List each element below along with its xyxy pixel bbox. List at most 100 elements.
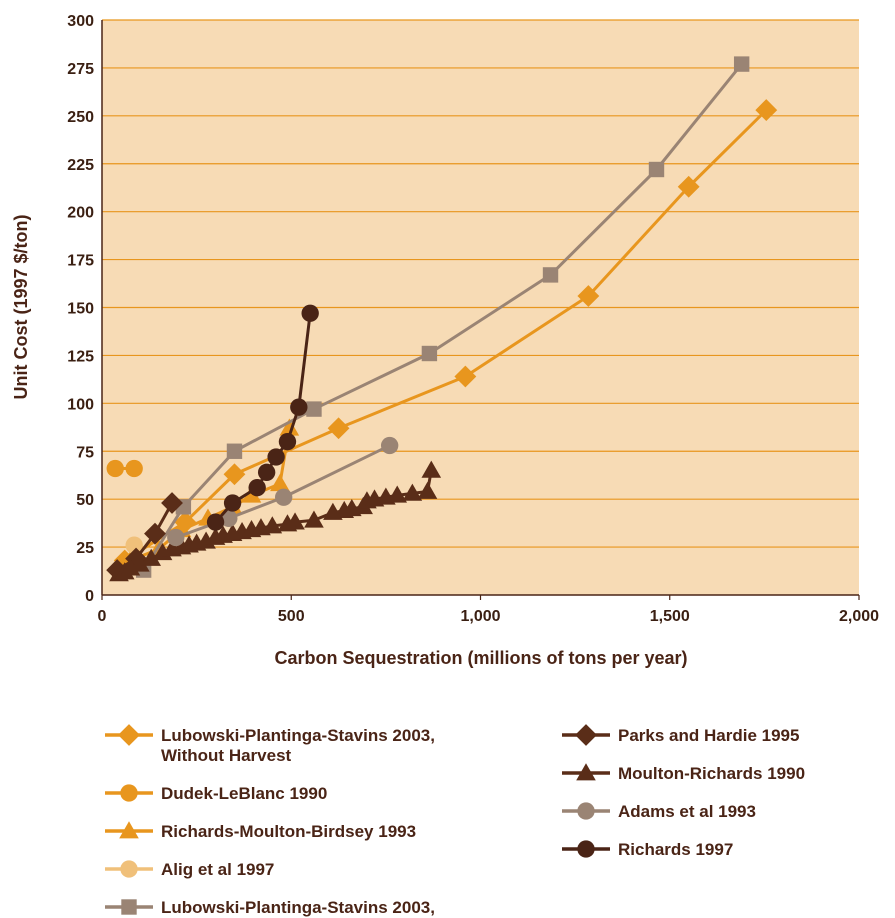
series-8 <box>206 304 319 531</box>
legend-item: Richards-Moulton-Birdsey 1993 <box>105 821 416 841</box>
data-point <box>141 548 162 566</box>
series-1 <box>106 459 143 478</box>
x-tick-label: 1,000 <box>460 608 500 625</box>
data-point <box>130 554 150 572</box>
data-point <box>125 536 143 554</box>
data-point <box>206 513 225 531</box>
legend-label: Without Harvest <box>161 746 292 765</box>
data-point <box>270 474 290 492</box>
data-point <box>248 478 266 497</box>
data-point <box>306 401 322 417</box>
data-point <box>262 516 283 534</box>
legend-item: Lubowski-Plantinga-Stavins 2003,With Har… <box>105 898 435 917</box>
legend-label: Lubowski-Plantinga-Stavins 2003, <box>161 898 435 917</box>
x-axis-title: Carbon Sequestration (millions of tons p… <box>274 648 687 668</box>
y-tick-label: 25 <box>76 540 94 557</box>
legend-label: Alig et al 1997 <box>161 860 274 879</box>
y-tick-label: 275 <box>67 61 94 78</box>
y-tick-label: 150 <box>67 301 94 318</box>
legend-label: Moulton-Richards 1990 <box>618 764 805 783</box>
data-point <box>454 365 477 388</box>
data-point <box>421 460 442 478</box>
legend-swatch-marker <box>120 860 138 878</box>
x-tick-label: 500 <box>278 608 305 625</box>
y-tick-label: 100 <box>67 396 94 413</box>
data-point <box>161 492 183 514</box>
series-6 <box>109 460 442 582</box>
y-tick-label: 50 <box>76 492 94 509</box>
data-point <box>275 488 293 506</box>
legend-item: Alig et al 1997 <box>105 860 274 879</box>
data-point <box>290 398 308 416</box>
x-tick-label: 1,500 <box>650 608 690 625</box>
y-axis-ticks: 0 25 50 75 100 125 150 175 200 225 250 275 300 <box>67 13 94 605</box>
data-point <box>226 443 243 459</box>
legend-swatch-marker <box>120 784 138 802</box>
data-point <box>542 267 559 283</box>
y-tick-label: 125 <box>67 348 94 365</box>
legend-label: Lubowski-Plantinga-Stavins 2003, <box>161 726 435 745</box>
y-axis-title: Unit Cost (1997 $/ton) <box>11 214 31 399</box>
legend-item: Adams et al 1993 <box>562 802 756 821</box>
legend-item: Dudek-LeBlanc 1990 <box>105 784 327 803</box>
legend-swatch-marker <box>577 802 595 820</box>
legend-label: Richards 1997 <box>618 840 733 859</box>
legend-label: Adams et al 1993 <box>618 802 756 821</box>
y-tick-label: 225 <box>67 157 94 174</box>
legend-swatch-marker <box>119 821 139 839</box>
data-point <box>304 510 324 528</box>
legend-swatch-marker <box>121 899 137 915</box>
series-line <box>123 109 768 562</box>
data-point <box>279 418 300 436</box>
x-axis-ticks: 0 500 1,000 1,500 2,000 <box>98 608 880 625</box>
legend-swatch-marker <box>575 724 597 746</box>
data-point <box>257 463 276 482</box>
series-line <box>142 63 743 571</box>
data-point <box>677 175 700 198</box>
y-tick-label: 75 <box>76 444 94 461</box>
data-point <box>755 99 778 122</box>
legend-swatch-marker <box>577 840 595 858</box>
data-point <box>301 304 319 322</box>
data-point <box>278 432 297 451</box>
data-point <box>577 285 600 307</box>
legend-item: Moulton-Richards 1990 <box>562 763 805 783</box>
data-point <box>285 512 305 530</box>
data-point <box>223 463 246 486</box>
legend-label: Dudek-LeBlanc 1990 <box>161 784 327 803</box>
data-point <box>144 522 166 545</box>
data-point <box>125 459 143 478</box>
data-point <box>223 494 242 512</box>
series-line <box>175 444 391 539</box>
legend-label: Parks and Hardie 1995 <box>618 726 799 745</box>
y-tick-label: 200 <box>67 205 94 222</box>
legend-item: Parks and Hardie 1995 <box>562 724 799 746</box>
y-tick-label: 175 <box>67 253 94 270</box>
legend: Lubowski-Plantinga-Stavins 2003,Without … <box>105 724 805 917</box>
data-point <box>380 436 399 455</box>
data-point <box>267 448 285 466</box>
legend-swatch-marker <box>576 763 596 781</box>
series-3 <box>125 536 143 554</box>
y-tick-label: 0 <box>85 588 94 605</box>
data-point <box>733 56 750 72</box>
data-point <box>167 528 185 547</box>
x-tick-label: 0 <box>98 608 107 625</box>
y-tick-label: 300 <box>67 13 94 30</box>
data-point <box>417 481 438 499</box>
legend-item: Richards 1997 <box>562 840 733 859</box>
legend-item: Lubowski-Plantinga-Stavins 2003,Without … <box>105 724 435 765</box>
data-point <box>106 459 124 478</box>
series-layer <box>106 56 778 582</box>
data-point <box>387 485 408 503</box>
data-point <box>327 417 350 440</box>
legend-label: Richards-Moulton-Birdsey 1993 <box>161 822 416 841</box>
data-point <box>648 161 665 178</box>
data-point <box>402 483 423 501</box>
axes <box>101 20 860 600</box>
series-line <box>116 502 174 572</box>
x-tick-label: 2,000 <box>839 608 879 625</box>
y-tick-label: 250 <box>67 109 94 126</box>
legend-swatch-marker <box>118 724 140 746</box>
